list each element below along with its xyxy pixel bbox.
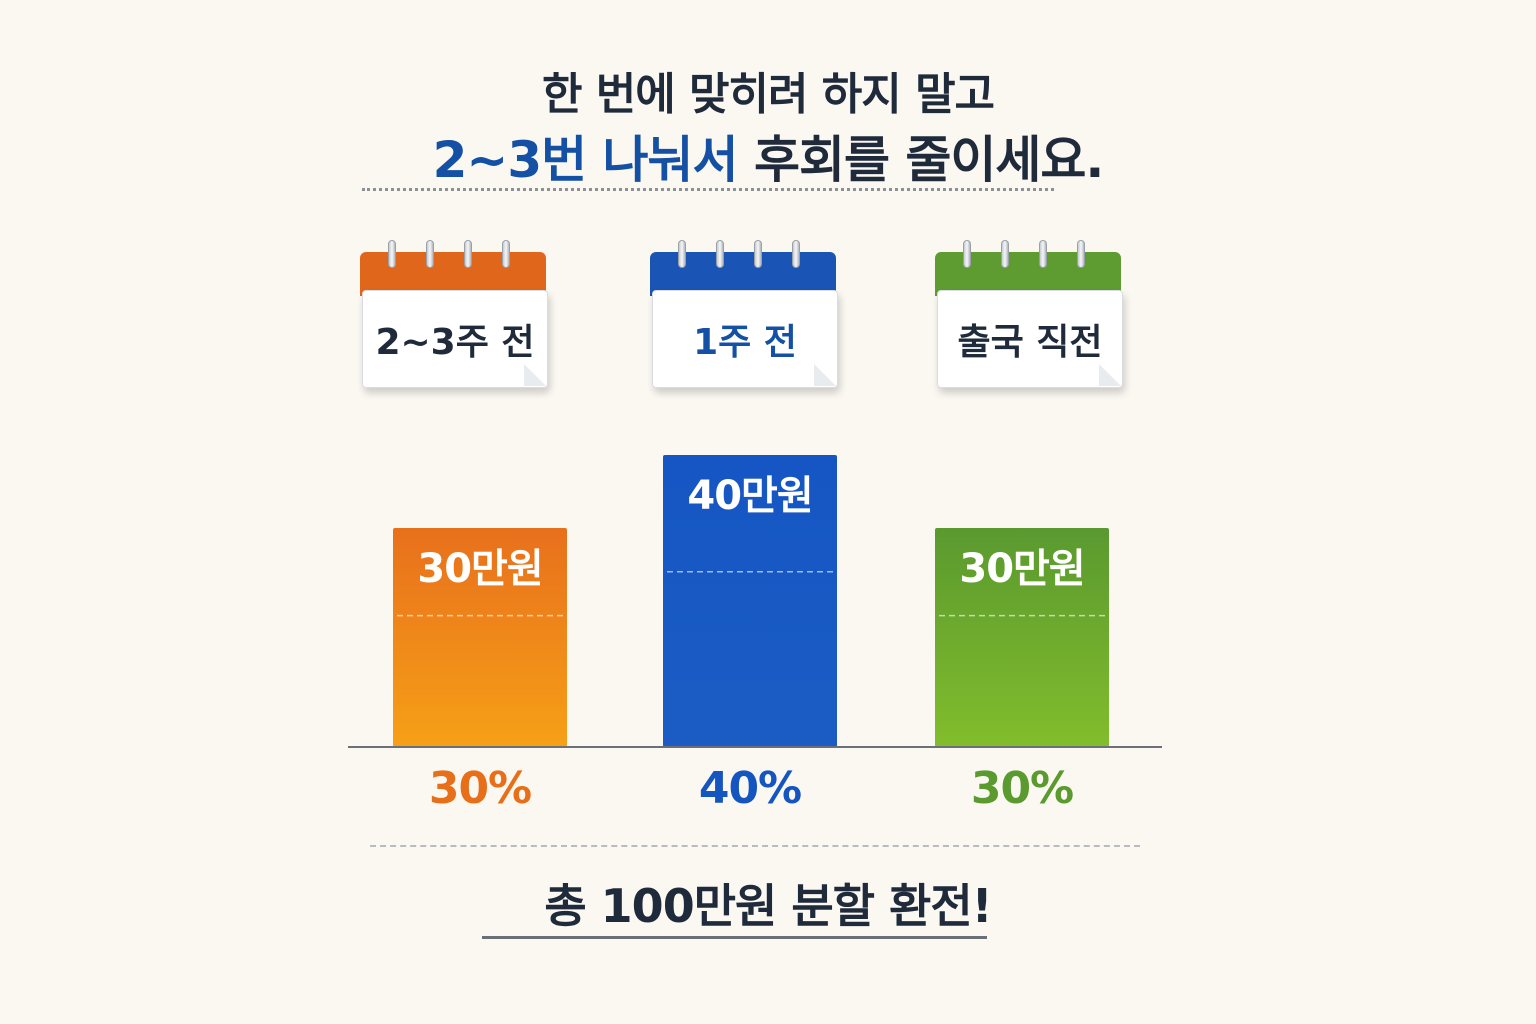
calendar-label: 1주 전 [652,290,838,388]
bar-value-label: 30만원 [959,546,1084,592]
ring-icon [1001,240,1009,268]
bar-value-label: 30만원 [417,546,542,592]
calendar-2-3-weeks-icon: 2~3주 전 [360,240,548,390]
headline-line2: 2~3번 나눠서 후회를 줄이세요. [0,120,1536,192]
bar-1 [663,455,837,747]
ring-icon [1077,240,1085,268]
bar-2 [935,528,1109,747]
headline-line1: 한 번에 맞히려 하지 말고 [541,69,995,120]
headline-highlight: 2~3번 나눠서 [432,131,739,189]
percent-label: 30% [429,763,531,814]
ring-icon [426,240,434,268]
page-curl [814,364,836,386]
percent-label: 30% [971,763,1073,814]
ring-icon [963,240,971,268]
ring-icon [792,240,800,268]
page-curl [524,364,546,386]
percent-label: 40% [699,763,801,814]
ring-icon [1039,240,1047,268]
bar-value-label: 40만원 [687,473,812,519]
ring-icon [716,240,724,268]
summary-underline [482,936,987,939]
ring-icon [678,240,686,268]
ring-icon [502,240,510,268]
headline-underline [362,188,1054,191]
calendar-label: 2~3주 전 [362,290,548,388]
ring-icon [464,240,472,268]
calendar-label: 출국 직전 [937,290,1123,388]
bar-0 [393,528,567,747]
headline-rest: 후회를 줄이세요. [737,131,1104,189]
summary-text: 총 100만원 분할 환전! [544,879,992,933]
page-curl [1099,364,1121,386]
divider [370,845,1140,847]
ring-icon [754,240,762,268]
calendar-departure-icon: 출국 직전 [935,240,1123,390]
calendar-1-week-icon: 1주 전 [650,240,838,390]
ring-icon [388,240,396,268]
